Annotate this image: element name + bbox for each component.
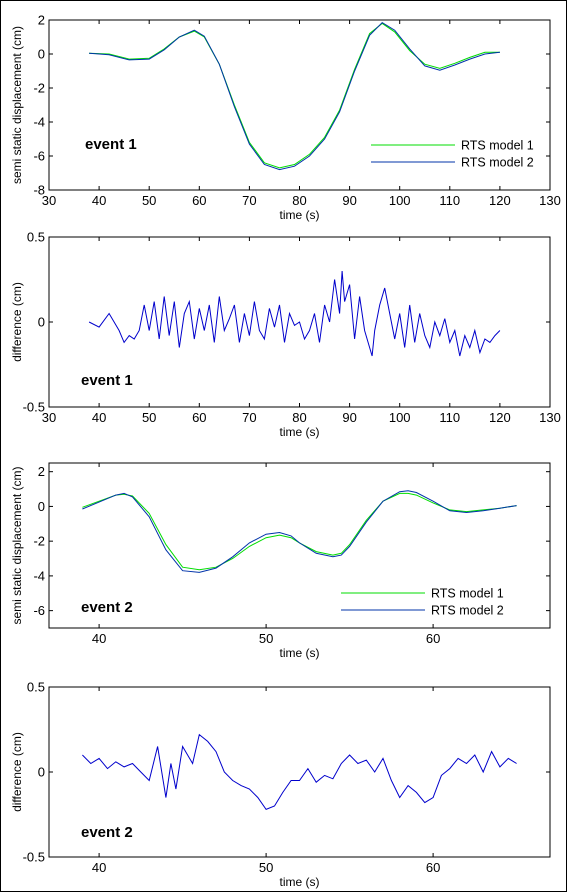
x-tick-label: 60 <box>192 193 206 208</box>
x-tick-label: 80 <box>292 193 306 208</box>
x-tick-label: 70 <box>242 410 256 425</box>
x-tick-label: 60 <box>426 860 440 875</box>
event-annotation: event 1 <box>81 372 133 389</box>
x-tick-label: 50 <box>142 193 156 208</box>
x-tick-label: 60 <box>426 631 440 646</box>
x-tick-label: 90 <box>342 193 356 208</box>
y-tick-label: -0.5 <box>23 850 45 865</box>
y-tick-label: -4 <box>33 568 45 583</box>
x-tick-label: 30 <box>42 193 56 208</box>
chart-2: 30 40 50 60 70 80 90 100 110 120 130 -0.5 0 0.5 time (… <box>10 230 561 440</box>
event-annotation: event 2 <box>81 824 133 841</box>
y-axis-label: semi static displacement (cm) <box>10 466 24 624</box>
chart-1: 30 40 50 60 70 80 90 100 110 120 130 -8 -6 -4 -2 0 2 time… <box>10 13 561 223</box>
x-tick-label: 30 <box>42 410 56 425</box>
x-tick-label: 40 <box>92 631 106 646</box>
y-axis-label: semi static displacement (cm) <box>10 26 24 184</box>
x-tick-label: 100 <box>389 193 411 208</box>
x-tick-label: 50 <box>259 860 273 875</box>
event-annotation: event 1 <box>85 136 137 153</box>
x-tick-label: 100 <box>389 410 411 425</box>
x-tick-label: 40 <box>92 193 106 208</box>
y-tick-label: 0 <box>38 315 45 330</box>
chart-3: 40 50 60 -6 -4 -2 0 2 time (s) semi static displa… <box>10 462 551 660</box>
y-tick-label: 0 <box>38 47 45 62</box>
x-tick-label: 60 <box>192 410 206 425</box>
series-line-1-1 <box>89 22 500 169</box>
x-tick-label: 110 <box>439 410 460 425</box>
event-annotation: event 2 <box>81 599 133 616</box>
series-line-3-2 <box>82 490 517 573</box>
y-tick-label: -8 <box>33 183 45 198</box>
x-tick-label: 70 <box>242 193 256 208</box>
x-tick-label: 50 <box>259 631 273 646</box>
y-axis-label: difference (cm) <box>10 282 24 362</box>
series-line-2-1 <box>88 270 501 357</box>
x-tick-label: 130 <box>539 410 561 425</box>
series-line-1-2 <box>89 21 500 171</box>
x-tick-label: 120 <box>489 410 511 425</box>
x-tick-label: 110 <box>439 193 460 208</box>
y-tick-label: 2 <box>38 464 45 479</box>
x-tick-label: 50 <box>142 410 156 425</box>
y-tick-label: -2 <box>33 534 45 549</box>
x-tick-label: 90 <box>342 410 356 425</box>
series-line-3-1 <box>82 492 517 571</box>
y-tick-label: -6 <box>33 603 45 618</box>
y-tick-label: 0.5 <box>27 680 45 695</box>
legend-label: RTS model 1 <box>461 139 534 153</box>
y-tick-label: -2 <box>33 81 45 96</box>
y-tick-label: 0 <box>38 499 45 514</box>
y-tick-label: -6 <box>33 149 45 164</box>
x-tick-label: 40 <box>92 410 106 425</box>
y-tick-label: 2 <box>38 13 45 28</box>
y-axis-label: difference (cm) <box>10 732 24 812</box>
x-tick-label: 120 <box>489 193 511 208</box>
y-tick-label: -0.5 <box>23 400 45 415</box>
y-tick-label: 0.5 <box>27 230 45 245</box>
legend-label: RTS model 2 <box>431 604 504 618</box>
x-axis-label: time (s) <box>280 646 320 660</box>
series-line-4-1 <box>82 733 517 811</box>
x-tick-label: 130 <box>539 193 561 208</box>
plot-frame <box>48 462 551 629</box>
chart-4: 40 50 60 -0.5 0 0.5 time (s) difference (cm) eve… <box>10 680 551 889</box>
legend-label: RTS model 2 <box>461 156 534 170</box>
y-tick-label: -4 <box>33 115 45 130</box>
x-tick-label: 40 <box>92 860 106 875</box>
y-tick-label: 0 <box>38 765 45 780</box>
x-axis-label: time (s) <box>280 875 320 889</box>
legend-label: RTS model 1 <box>431 587 504 601</box>
x-axis-label: time (s) <box>280 208 320 222</box>
x-axis-label: time (s) <box>280 425 320 439</box>
x-tick-label: 80 <box>292 410 306 425</box>
